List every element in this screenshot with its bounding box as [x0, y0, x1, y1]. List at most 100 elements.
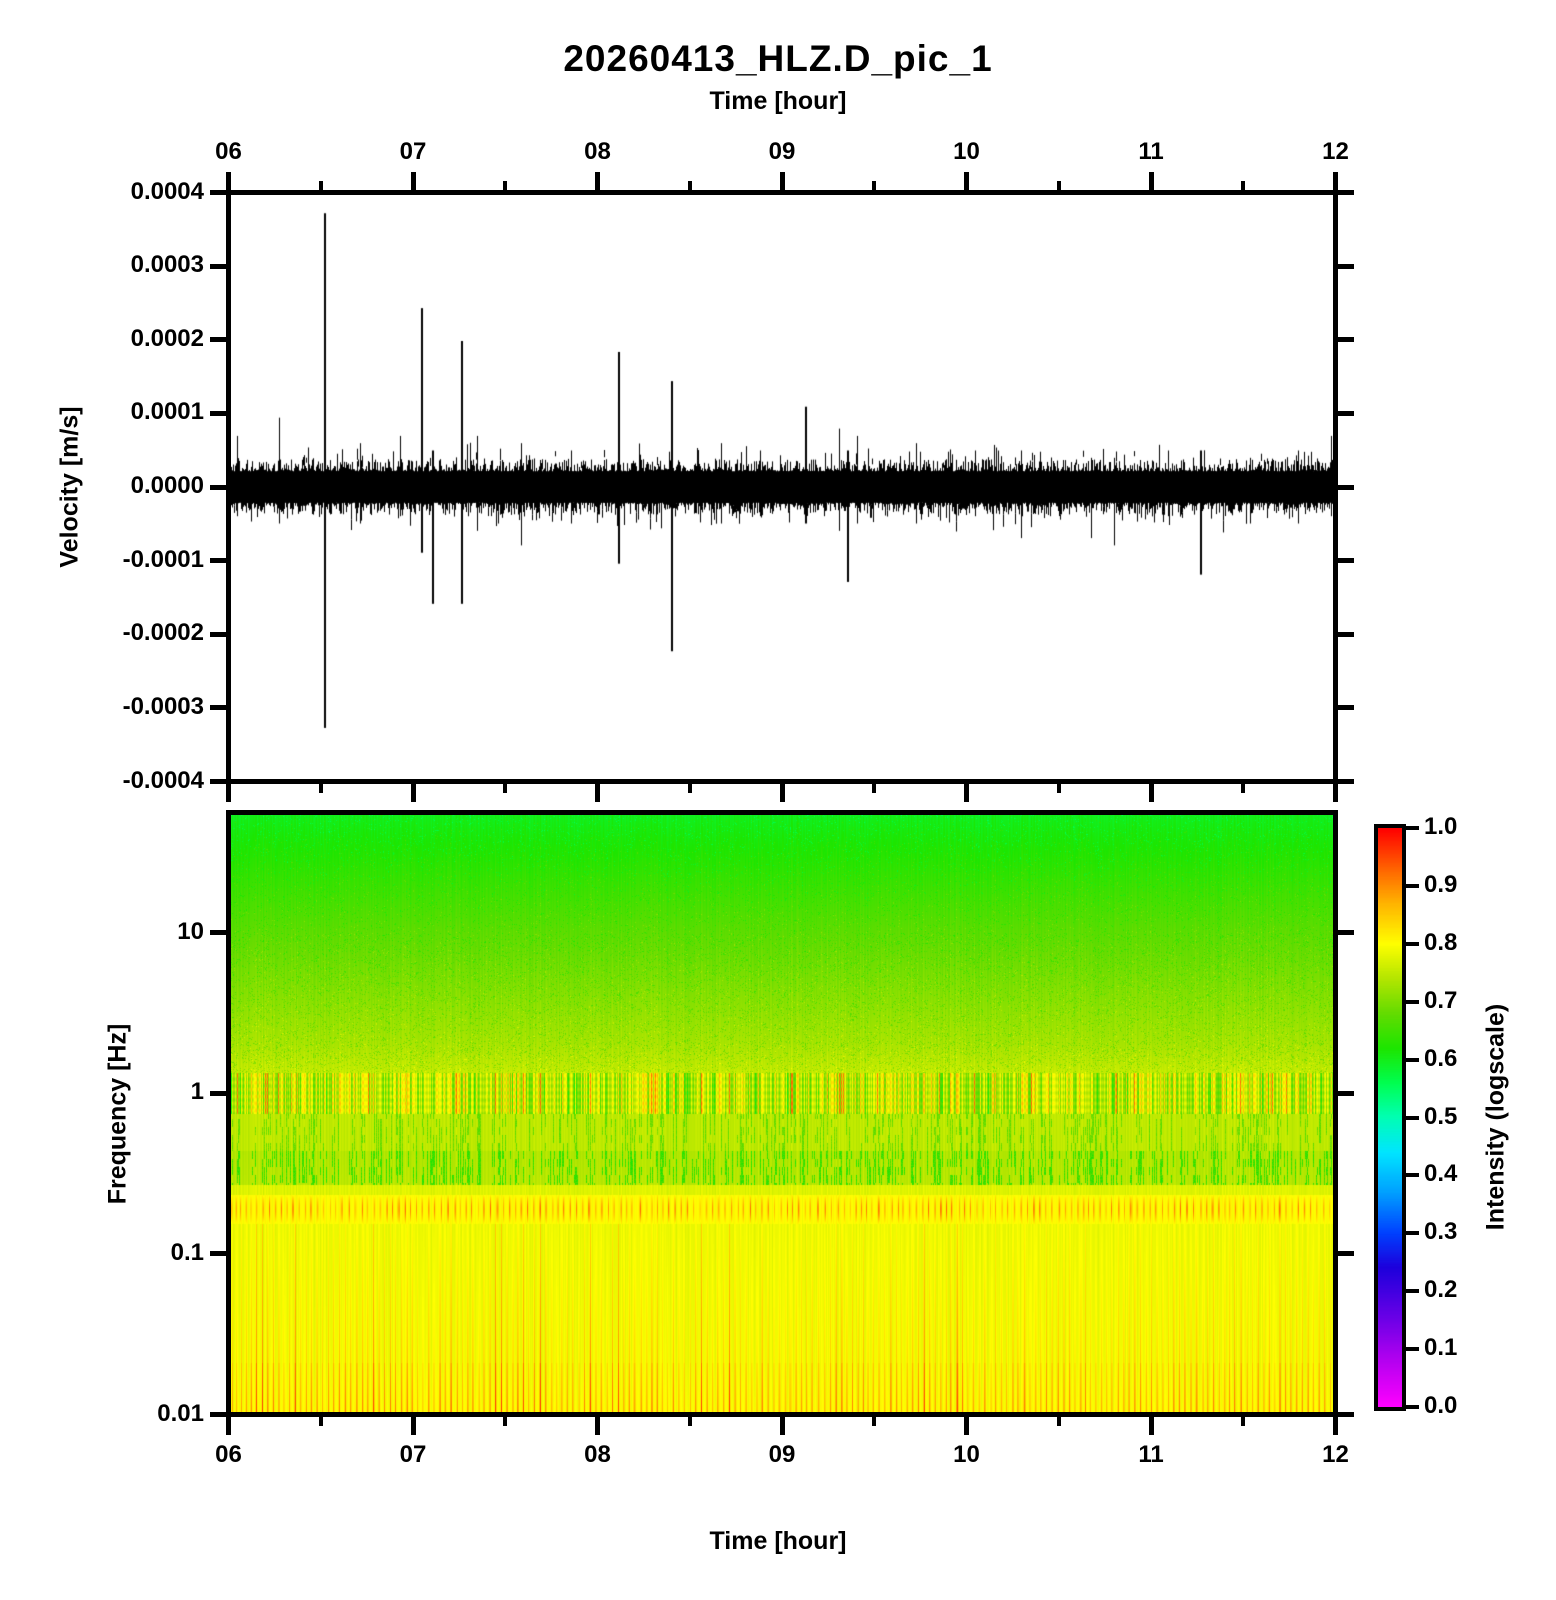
- y-major-tick: [1336, 779, 1354, 784]
- y-major-tick: [1336, 1090, 1354, 1096]
- y-major-tick: [1336, 1412, 1354, 1417]
- x-major-tick: [226, 172, 231, 190]
- x-tick-label: 06: [215, 1441, 242, 1468]
- x-minor-tick: [687, 1417, 692, 1426]
- y-major-tick: [210, 1251, 228, 1257]
- x-minor-tick: [1241, 784, 1246, 793]
- y-tick-label: -0.0004: [122, 766, 204, 794]
- x-minor-tick: [1241, 181, 1246, 190]
- freq-tick-label: 1: [190, 1078, 204, 1106]
- x-major-tick: [964, 172, 969, 190]
- x-minor-tick: [318, 181, 323, 190]
- y-major-tick: [210, 337, 228, 343]
- cbar-tick-label: 1.0: [1424, 813, 1458, 840]
- y-major-tick: [1336, 631, 1354, 637]
- y-major-tick: [210, 190, 228, 195]
- cbar-tick: [1406, 999, 1419, 1004]
- x-tick-label: 06: [215, 138, 242, 165]
- y-major-tick: [210, 484, 228, 490]
- cbar-tick: [1406, 1057, 1419, 1062]
- y-major-tick: [210, 930, 228, 936]
- cbar-tick-label: 0.5: [1424, 1102, 1458, 1130]
- x-major-tick: [779, 1417, 785, 1435]
- y-major-tick: [210, 705, 228, 711]
- x-minor-tick: [872, 784, 877, 793]
- x-major-tick: [1148, 1417, 1154, 1435]
- x-minor-tick: [503, 1417, 508, 1426]
- x-major-tick: [964, 784, 969, 802]
- cbar-tick: [1406, 941, 1419, 946]
- y-major-tick: [1336, 1251, 1354, 1257]
- y-major-tick: [1336, 190, 1354, 195]
- figure-title: 20260413_HLZ.D_pic_1: [563, 38, 993, 79]
- x-minor-tick: [687, 784, 692, 793]
- y-major-tick: [210, 1090, 228, 1096]
- cbar-tick: [1406, 1289, 1419, 1294]
- y-major-tick: [1336, 558, 1354, 564]
- x-minor-tick: [503, 784, 508, 793]
- y-major-tick: [1336, 263, 1354, 269]
- y-tick-label: -0.0001: [122, 545, 204, 573]
- x-major-tick: [595, 1417, 600, 1435]
- cbar-tick-label: 0.1: [1424, 1334, 1458, 1362]
- y-major-tick: [210, 410, 228, 416]
- x-minor-tick: [872, 1417, 877, 1426]
- y-major-tick: [210, 263, 228, 269]
- x-major-tick: [779, 784, 785, 802]
- cbar-tick: [1406, 1115, 1419, 1120]
- x-minor-tick: [503, 181, 508, 190]
- x-major-tick: [226, 1417, 231, 1435]
- x-major-tick: [410, 172, 416, 190]
- x-tick-label: 11: [1138, 138, 1164, 165]
- x-major-tick: [1333, 1417, 1338, 1435]
- x-major-tick: [1333, 172, 1338, 190]
- spectrogram-ylabel: Frequency [Hz]: [103, 1023, 132, 1205]
- freq-tick-label: 0.1: [170, 1238, 204, 1266]
- x-tick-label: 12: [1322, 138, 1349, 165]
- colorbar-frame: [1374, 824, 1406, 1411]
- cbar-tick-label: 0.0: [1424, 1392, 1458, 1419]
- y-tick-label: -0.0003: [122, 692, 204, 720]
- x-tick-label: 10: [953, 1441, 980, 1468]
- y-major-tick: [1336, 930, 1354, 936]
- y-tick-label: 0.0002: [130, 324, 204, 352]
- x-major-tick: [410, 1417, 416, 1435]
- top-axis-title: Time [hour]: [709, 87, 847, 115]
- colorbar-gradient: [1378, 828, 1402, 1407]
- x-major-tick: [1148, 784, 1154, 802]
- x-minor-tick: [318, 1417, 323, 1426]
- x-major-tick: [964, 1417, 969, 1435]
- y-tick-label: 0.0003: [130, 251, 204, 279]
- y-major-tick: [1336, 410, 1354, 416]
- x-tick-label: 08: [584, 138, 611, 165]
- y-tick-label: 0.0001: [130, 398, 204, 426]
- y-tick-label: 0.0004: [130, 177, 204, 205]
- x-minor-tick: [318, 784, 323, 793]
- cbar-tick: [1406, 1173, 1419, 1178]
- cbar-tick-label: 0.4: [1424, 1160, 1458, 1188]
- cbar-tick: [1406, 1347, 1419, 1352]
- waveform-plot-frame: [226, 190, 1338, 784]
- x-tick-label: 09: [768, 1441, 796, 1468]
- cbar-tick-label: 0.2: [1424, 1276, 1458, 1304]
- x-major-tick: [1148, 172, 1154, 190]
- spectrogram-canvas: [231, 815, 1333, 1412]
- x-major-tick: [595, 784, 600, 802]
- x-major-tick: [1333, 784, 1338, 802]
- y-major-tick: [1336, 484, 1354, 490]
- freq-tick-label: 10: [177, 917, 204, 945]
- cbar-tick: [1406, 826, 1419, 830]
- y-major-tick: [210, 779, 228, 784]
- x-tick-label: 10: [953, 138, 980, 165]
- freq-tick-label: 0.01: [157, 1399, 204, 1427]
- bottom-axis-title: Time [hour]: [709, 1527, 847, 1555]
- waveform-trace-canvas: [231, 195, 1333, 779]
- x-major-tick: [226, 784, 231, 802]
- y-major-tick: [210, 1412, 228, 1417]
- cbar-tick: [1406, 883, 1419, 888]
- x-tick-label: 07: [399, 138, 427, 165]
- cbar-tick: [1406, 1405, 1419, 1409]
- x-minor-tick: [687, 181, 692, 190]
- y-major-tick: [210, 631, 228, 637]
